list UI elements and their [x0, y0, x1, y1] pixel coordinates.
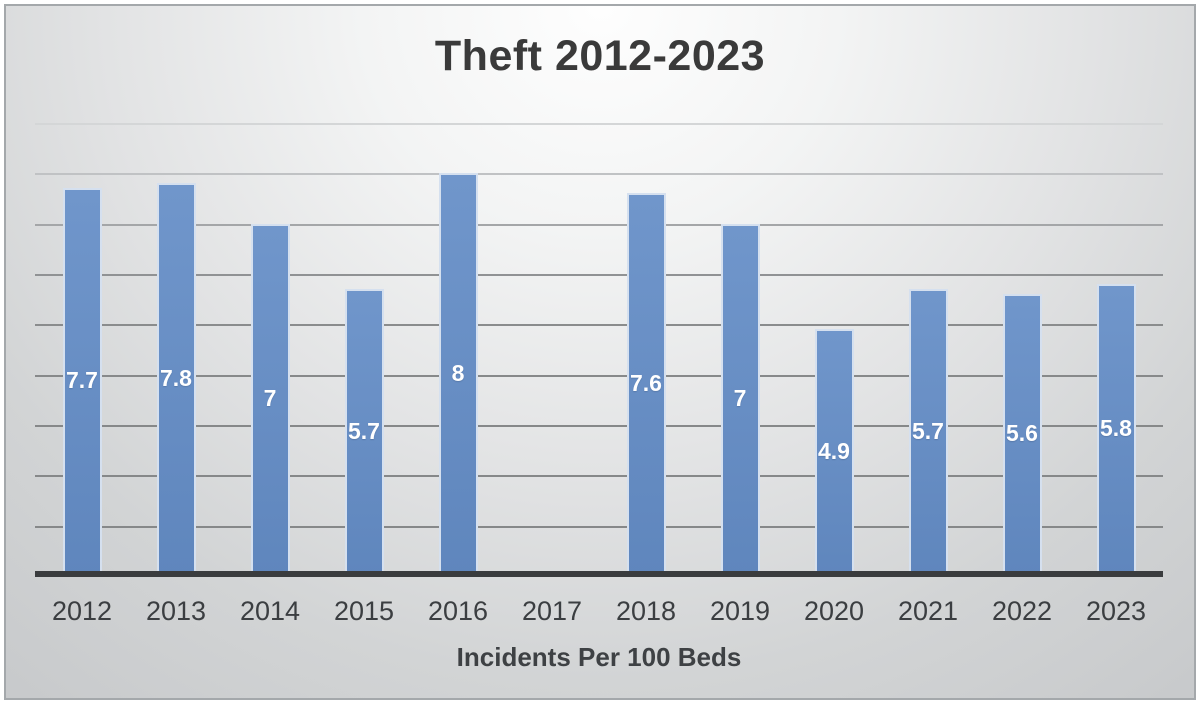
- bar-2022: [1003, 294, 1042, 576]
- bar-2014: [251, 224, 290, 576]
- gridline-y3: [35, 425, 1163, 427]
- bar-2018: [627, 193, 666, 576]
- x-tick-label-2015: 2015: [333, 596, 395, 626]
- gridline-y8: [35, 173, 1163, 175]
- bar-2020: [815, 329, 854, 576]
- x-axis-title: Incidents Per 100 Beds: [456, 642, 742, 672]
- bar-2015: [345, 289, 384, 576]
- gridline-y5: [35, 324, 1163, 326]
- x-tick-label-2013: 2013: [145, 596, 207, 626]
- bar-value-label-2021: 5.7: [912, 418, 944, 444]
- bar-2019: [721, 224, 760, 576]
- bar-2016: [439, 173, 478, 576]
- gridline-y6: [35, 274, 1163, 276]
- bar-2021: [909, 289, 948, 576]
- chart-title: Theft 2012-2023: [434, 32, 766, 80]
- bar-value-label-2018: 7.6: [630, 370, 662, 396]
- bar-2013: [157, 183, 196, 576]
- x-tick-label-2017: 2017: [521, 596, 583, 626]
- gridline-y2: [35, 475, 1163, 477]
- slide-background: Theft 2012-2023 7.7 7.8 7 5.7 8 7.6 7 4.9 5.7 5.6…: [4, 4, 1196, 700]
- gridline-y4: [35, 375, 1163, 377]
- bar-value-label-2016: 8: [451, 360, 465, 386]
- bar-2012: [63, 188, 102, 576]
- bar-value-label-2015: 5.7: [348, 418, 380, 444]
- bar-value-label-2012: 7.7: [66, 367, 98, 393]
- gridline-y7: [35, 224, 1163, 226]
- x-tick-label-2016: 2016: [427, 596, 489, 626]
- x-tick-label-2014: 2014: [239, 596, 301, 626]
- bar-value-label-2023: 5.8: [1100, 415, 1132, 441]
- x-tick-label-2023: 2023: [1085, 596, 1147, 626]
- x-tick-label-2022: 2022: [991, 596, 1053, 626]
- x-tick-label-2020: 2020: [803, 596, 865, 626]
- bar-value-label-2019: 7: [733, 385, 747, 411]
- gridline-y9: [35, 123, 1163, 125]
- bar-value-label-2014: 7: [263, 385, 277, 411]
- gridline-y1: [35, 526, 1163, 528]
- plot-area: 7.7 7.8 7 5.7 8 7.6 7 4.9 5.7 5.6 5.8: [35, 123, 1163, 577]
- x-tick-label-2019: 2019: [709, 596, 771, 626]
- x-axis-line: [35, 571, 1163, 577]
- x-axis-tick-labels: 2012 2013 2014 2015 2016 2017 2018 2019 2020 2021…: [35, 596, 1163, 628]
- x-tick-label-2021: 2021: [897, 596, 959, 626]
- bar-value-label-2013: 7.8: [160, 365, 192, 391]
- bar-value-label-2022: 5.6: [1006, 420, 1038, 446]
- x-tick-label-2012: 2012: [51, 596, 113, 626]
- x-tick-label-2018: 2018: [615, 596, 677, 626]
- bar-2023: [1097, 284, 1136, 576]
- bar-value-label-2020: 4.9: [818, 438, 850, 464]
